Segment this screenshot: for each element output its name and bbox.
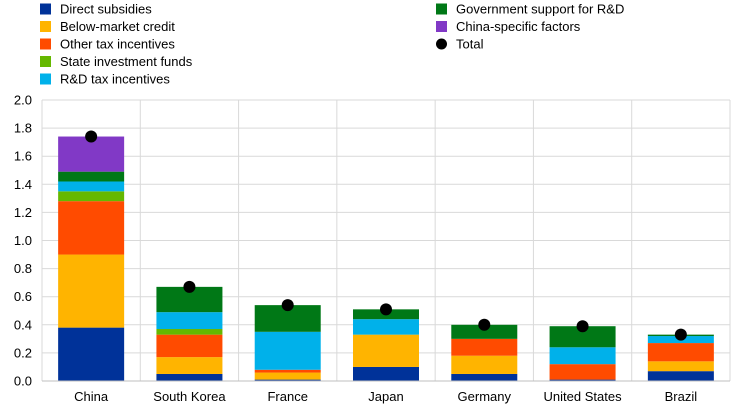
legend-label-china-specific-factors: China-specific factors	[456, 19, 581, 34]
y-tick-label: 1.0	[14, 233, 32, 248]
legend: Direct subsidies Below-market credit Other…	[40, 2, 624, 87]
legend-swatch-other-tax-incentives	[40, 38, 51, 50]
x-tick-label-germany: Germany	[458, 389, 512, 404]
total-marker-china	[85, 130, 98, 143]
bar-south-korea-state-investment-funds	[156, 329, 223, 335]
bar-brazil-below-market-credit	[647, 361, 714, 372]
bar-france-direct-subsidies	[254, 379, 321, 381]
bar-brazil-direct-subsidies	[647, 371, 714, 381]
x-tick-label-china: China	[74, 389, 109, 404]
total-marker-germany	[478, 318, 491, 331]
bar-united-states-government-support-for-randd	[549, 326, 616, 348]
total-marker-united-states	[576, 320, 589, 333]
total-marker-france	[281, 299, 294, 312]
legend-swatch-government-support-for-randd	[436, 3, 447, 15]
x-tick-label-south-korea: South Korea	[153, 389, 226, 404]
bar-germany-below-market-credit	[451, 355, 518, 374]
bar-germany-government-support-for-randd	[451, 324, 518, 339]
bar-germany-other-tax-incentives	[451, 338, 518, 356]
bars	[58, 136, 714, 381]
x-axis: China South Korea France Japan Germany United…	[42, 380, 730, 404]
bar-south-korea-below-market-credit	[156, 357, 223, 374]
legend-label-total: Total	[456, 37, 484, 52]
bar-france-other-tax-incentives	[254, 369, 321, 373]
bar-south-korea-other-tax-incentives	[156, 334, 223, 358]
legend-marker-total	[436, 38, 447, 50]
legend-label-below-market-credit: Below-market credit	[60, 19, 175, 34]
legend-swatch-china-specific-factors	[436, 21, 447, 32]
y-tick-label: 0.8	[14, 261, 32, 276]
bar-france-below-market-credit	[254, 372, 321, 380]
bar-france-randd-tax-incentives	[254, 331, 321, 370]
bar-japan-randd-tax-incentives	[353, 319, 419, 335]
bar-china-government-support-for-randd	[58, 171, 125, 182]
bar-japan-below-market-credit	[353, 334, 419, 367]
bar-united-states-other-tax-incentives	[549, 364, 616, 380]
y-tick-label: 0.0	[14, 374, 32, 389]
total-marker-south-korea	[183, 280, 196, 293]
total-markers	[85, 130, 687, 341]
bar-brazil-other-tax-incentives	[647, 343, 714, 362]
x-tick-label-brazil: Brazil	[665, 389, 698, 404]
y-tick-label: 1.8	[14, 121, 32, 136]
bar-china-direct-subsidies	[58, 327, 125, 381]
y-tick-label: 0.2	[14, 345, 32, 360]
y-tick-label: 1.6	[14, 149, 32, 164]
x-tick-label-france: France	[267, 389, 307, 404]
legend-label-government-support-for-randd: Government support for R&D	[456, 2, 624, 17]
y-tick-label: 0.6	[14, 289, 32, 304]
bar-united-states-randd-tax-incentives	[549, 347, 616, 365]
x-tick-label-united-states: United States	[544, 389, 623, 404]
legend-swatch-below-market-credit	[40, 21, 51, 32]
legend-label-direct-subsidies: Direct subsidies	[60, 2, 152, 17]
bar-south-korea-direct-subsidies	[156, 373, 223, 381]
legend-swatch-state-investment-funds	[40, 56, 51, 67]
y-tick-label: 1.2	[14, 205, 32, 220]
bar-china-other-tax-incentives	[58, 201, 125, 255]
x-tick-label-japan: Japan	[368, 389, 403, 404]
legend-label-randd-tax-incentives: R&D tax incentives	[60, 72, 170, 87]
y-axis: 0.0 0.2 0.4 0.6 0.8 1.0 1.2 1.4 1.6 1.8 2.0	[14, 93, 731, 389]
bar-japan-direct-subsidies	[353, 366, 419, 381]
y-tick-label: 0.4	[14, 317, 32, 332]
legend-swatch-direct-subsidies	[40, 3, 51, 15]
total-marker-japan	[380, 303, 392, 316]
bar-south-korea-randd-tax-incentives	[156, 312, 223, 330]
legend-label-state-investment-funds: State investment funds	[60, 54, 193, 69]
bar-china-below-market-credit	[58, 254, 125, 328]
y-tick-label: 1.4	[14, 177, 32, 192]
bar-germany-direct-subsidies	[451, 373, 518, 381]
legend-label-other-tax-incentives: Other tax incentives	[60, 37, 175, 52]
bar-china-randd-tax-incentives	[58, 181, 125, 192]
legend-swatch-randd-tax-incentives	[40, 73, 51, 85]
total-marker-brazil	[674, 328, 687, 341]
y-tick-label: 2.0	[14, 93, 32, 108]
bar-united-states-direct-subsidies	[549, 379, 616, 381]
bar-china-state-investment-funds	[58, 191, 125, 202]
